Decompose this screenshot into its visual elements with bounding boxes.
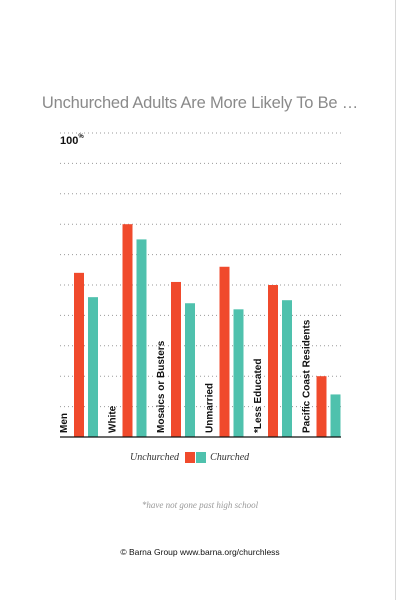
category-label: Mosaics or Busters: [156, 340, 167, 433]
bar-churched-3: [233, 309, 244, 437]
bar-churched-1: [136, 239, 147, 437]
category-labels: Men White Mosaics or Busters Unmarried *Less…: [59, 319, 313, 433]
category-label: Unmarried: [205, 383, 216, 433]
source-credit: © Barna Group www.barna.org/churchless: [120, 547, 280, 557]
bar-unchurched-3: [219, 266, 230, 437]
chart-title: Unchurched Adults Are More Likely To Be …: [41, 94, 359, 112]
bar-churched-0: [88, 297, 98, 437]
category-label: White: [108, 405, 119, 433]
y-axis-max-value: 100: [60, 135, 79, 147]
bar-unchurched-5: [316, 376, 327, 437]
category-label: *Less Educated: [253, 359, 264, 433]
page-edge-line: [395, 0, 396, 600]
bar-unchurched-2: [171, 281, 181, 437]
category-label: Men: [59, 413, 70, 433]
bar-unchurched-1: [122, 224, 133, 437]
y-axis-max-label: 100%: [60, 134, 84, 147]
legend-label-unchurched: Unchurched: [130, 452, 180, 463]
chart-legend: Unchurched Churched: [130, 452, 249, 463]
bar-unchurched-4: [268, 285, 278, 437]
legend-swatch-churched: [196, 452, 207, 463]
legend-label-churched: Churched: [210, 452, 250, 463]
bar-churched-2: [185, 303, 195, 437]
category-label: Pacific Coast Residents: [302, 319, 313, 433]
chart-gridlines: [60, 132, 341, 408]
footnote: *have not gone past high school: [141, 500, 259, 510]
bar-churched-4: [282, 300, 292, 437]
legend-swatch-unchurched: [185, 452, 196, 463]
bar-unchurched-0: [74, 272, 84, 437]
y-axis-max-unit: %: [78, 134, 84, 140]
bar-churched-5: [330, 394, 341, 437]
chart-bars: [74, 224, 341, 437]
